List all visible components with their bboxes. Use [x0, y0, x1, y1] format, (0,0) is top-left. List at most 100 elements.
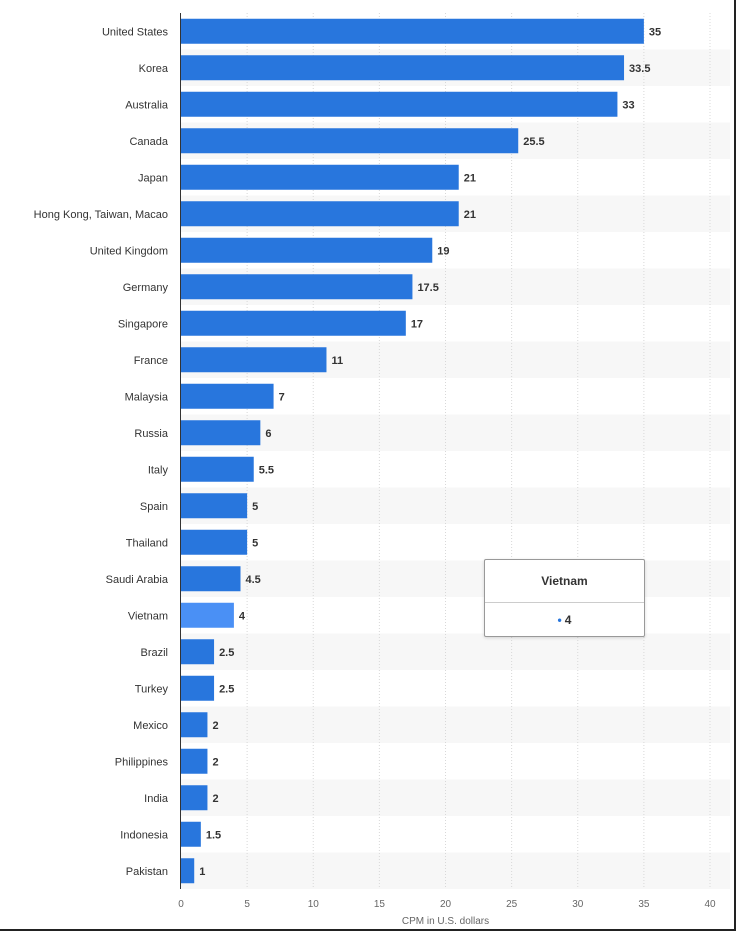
row-band — [181, 487, 730, 524]
grid-lines — [246, 13, 711, 889]
value-label: 2 — [212, 793, 218, 805]
x-tick-label: 30 — [572, 899, 584, 910]
bars — [181, 18, 644, 884]
bar — [181, 602, 234, 628]
category-label: Spain — [140, 501, 168, 513]
tooltip-value: 4 — [564, 613, 572, 627]
bar — [181, 566, 241, 592]
category-label: Philippines — [115, 756, 169, 768]
category-labels: United States Korea Australia Canada Japan Ho… — [34, 26, 169, 878]
x-tick-label: 15 — [374, 899, 386, 910]
bar — [181, 91, 618, 117]
row-band — [181, 706, 730, 743]
category-label: Canada — [129, 136, 168, 148]
x-tick-labels: 0 5 10 15 20 25 30 35 40 — [178, 899, 716, 910]
bar — [181, 748, 208, 774]
bar — [181, 785, 208, 811]
bar — [181, 310, 406, 336]
tooltip-title: Vietnam — [485, 560, 644, 603]
bar — [181, 383, 274, 409]
bar — [181, 529, 248, 555]
value-label: 2 — [212, 720, 218, 732]
x-axis-title: CPM in U.S. dollars — [402, 916, 489, 927]
category-label: Russia — [134, 428, 169, 440]
bar — [181, 347, 327, 373]
value-label: 6 — [265, 428, 271, 440]
category-label: Korea — [139, 63, 169, 75]
value-label: 2 — [212, 756, 218, 768]
category-label: Thailand — [126, 537, 168, 549]
category-label: Indonesia — [120, 829, 169, 841]
category-label: Saudi Arabia — [106, 574, 169, 586]
bar — [181, 712, 208, 738]
category-label: Pakistan — [126, 866, 168, 878]
row-band — [181, 779, 730, 816]
category-label: Australia — [125, 99, 169, 111]
category-label: Hong Kong, Taiwan, Macao — [34, 209, 168, 221]
value-labels: 3533.53325.521211917.51711765.5554.542.5… — [199, 26, 661, 878]
value-label: 19 — [437, 245, 449, 257]
value-label: 17 — [411, 318, 423, 330]
category-label: Malaysia — [125, 391, 169, 403]
x-tick-label: 5 — [244, 899, 250, 910]
bar — [181, 237, 433, 263]
x-tick-label: 20 — [440, 899, 452, 910]
category-label: Singapore — [118, 318, 168, 330]
value-label: 25.5 — [523, 136, 544, 148]
value-label: 35 — [649, 26, 661, 38]
value-label: 4.5 — [246, 574, 261, 586]
category-label: Italy — [148, 464, 169, 476]
bar — [181, 639, 215, 665]
value-label: 33.5 — [629, 63, 650, 75]
row-band — [181, 633, 730, 670]
category-label: Germany — [123, 282, 169, 294]
bar — [181, 675, 215, 701]
value-label: 1.5 — [206, 829, 221, 841]
value-label: 5 — [252, 537, 258, 549]
row-band — [181, 852, 730, 889]
bar — [181, 274, 413, 300]
bar — [181, 420, 261, 446]
category-label: United Kingdom — [90, 245, 168, 257]
bar — [181, 55, 625, 81]
category-label: France — [134, 355, 168, 367]
x-tick-label: 35 — [638, 899, 650, 910]
value-label: 5.5 — [259, 464, 274, 476]
bar — [181, 164, 459, 190]
value-label: 11 — [331, 355, 343, 367]
value-label: 1 — [199, 866, 205, 878]
bar — [181, 18, 644, 44]
row-band — [181, 414, 730, 451]
value-label: 2.5 — [219, 683, 234, 695]
tooltip-body: • 4 — [485, 603, 644, 637]
bar — [181, 493, 248, 519]
value-label: 21 — [464, 209, 476, 221]
x-tick-label: 0 — [178, 899, 184, 910]
value-label: 7 — [279, 391, 285, 403]
bar — [181, 128, 519, 154]
category-label: Mexico — [133, 720, 168, 732]
category-label: Turkey — [135, 683, 169, 695]
category-label: India — [144, 793, 169, 805]
value-label: 5 — [252, 501, 258, 513]
bar — [181, 201, 459, 227]
x-tick-label: 25 — [506, 899, 518, 910]
value-label: 2.5 — [219, 647, 234, 659]
row-band — [181, 560, 730, 597]
category-label: Brazil — [140, 647, 168, 659]
category-label: United States — [102, 26, 169, 38]
value-label: 4 — [239, 610, 246, 622]
value-label: 21 — [464, 172, 476, 184]
x-tick-label: 40 — [704, 899, 716, 910]
x-tick-label: 10 — [308, 899, 320, 910]
category-label: Japan — [138, 172, 168, 184]
bar — [181, 821, 201, 847]
value-label: 33 — [622, 99, 634, 111]
value-label: 17.5 — [417, 282, 438, 294]
bar — [181, 858, 195, 884]
bar — [181, 456, 254, 482]
tooltip: Vietnam • 4 — [484, 559, 645, 637]
category-label: Vietnam — [128, 610, 168, 622]
